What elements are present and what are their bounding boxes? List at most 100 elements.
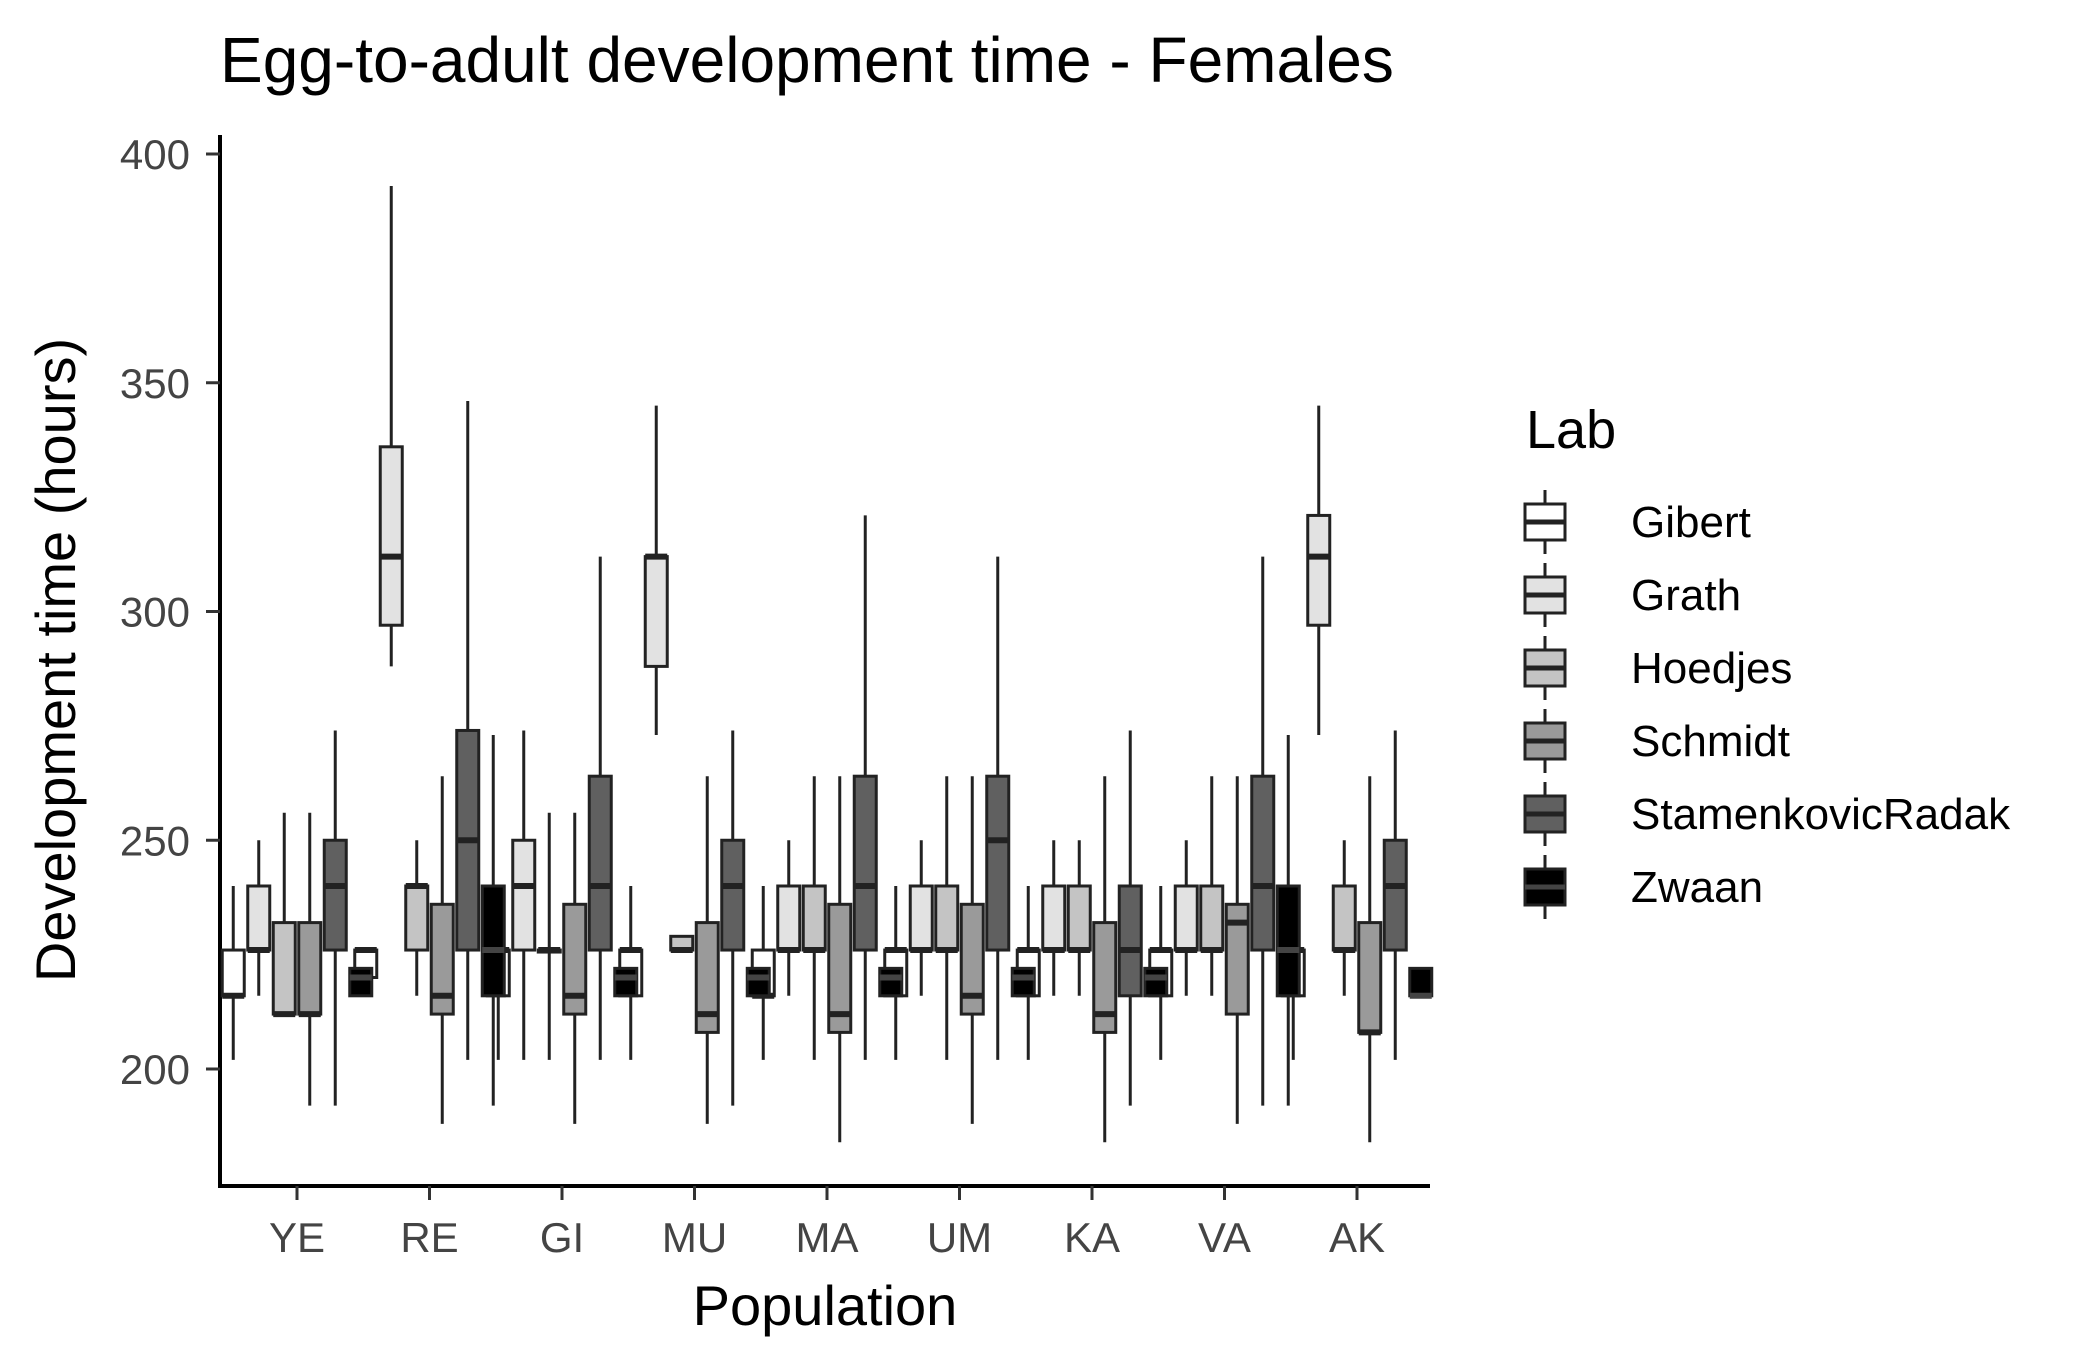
box-zwaan-re <box>480 735 506 1106</box>
box-schmidt-ka <box>1092 776 1118 1143</box>
y-tick-label: 350 <box>120 360 190 407</box>
box-iqr <box>562 902 588 1016</box>
box-schmidt-gi <box>562 812 588 1124</box>
box-grath-gi <box>511 730 537 1060</box>
box-iqr <box>827 902 853 1034</box>
legend: Lab Gibert Grath Hoedjes Schmidt Stamenkovic… <box>1523 400 2011 919</box>
legend-title: Lab <box>1526 400 1616 460</box>
box-hoedjes-re <box>404 840 430 996</box>
box-iqr <box>429 902 455 1016</box>
box-iqr <box>246 884 272 952</box>
box-schmidt-um <box>959 776 985 1124</box>
box-iqr <box>720 838 746 952</box>
box-iqr <box>745 966 771 998</box>
box-gibert-ye <box>220 886 246 1060</box>
box-schmidt-mu <box>694 776 720 1124</box>
box-grath-ka <box>1041 840 1067 996</box>
box-iqr <box>1143 966 1169 998</box>
box-iqr <box>1331 884 1357 952</box>
box-iqr <box>1250 774 1276 952</box>
box-iqr <box>348 966 374 998</box>
box-zwaan-mu <box>745 966 771 998</box>
y-tick-label: 250 <box>120 817 190 864</box>
box-hoedjes-ka <box>1066 840 1092 996</box>
plot-area: 200 250 300 350 400 YE RE GI MU MA UM KA VA AK <box>120 131 1434 1261</box>
box-iqr <box>1224 902 1250 1016</box>
x-tick-label: RE <box>400 1214 458 1261</box>
box-schmidt-va <box>1224 776 1250 1124</box>
box-iqr <box>908 884 934 952</box>
box-stamenkovicradak-ak <box>1382 730 1408 1060</box>
y-axis-title: Development time (hours) <box>24 338 87 982</box>
box-stamenkovicradak-ma <box>852 515 878 1060</box>
legend-item-hoedjes: Hoedjes <box>1523 636 1792 700</box>
legend-items: Gibert Grath Hoedjes Schmidt StamenkovicRada… <box>1523 490 2011 919</box>
box-zwaan-va <box>1275 735 1301 1106</box>
legend-label: Grath <box>1631 571 1741 620</box>
box-stamenkovicradak-re <box>455 401 481 1060</box>
legend-item-gibert: Gibert <box>1523 490 1751 554</box>
legend-label: Schmidt <box>1631 717 1790 766</box>
legend-label: Zwaan <box>1631 863 1763 912</box>
x-axis-title: Population <box>693 1274 958 1337</box>
box-iqr <box>511 838 537 952</box>
legend-item-zwaan: Zwaan <box>1523 855 1763 919</box>
box-iqr <box>801 884 827 952</box>
box-series <box>220 186 1434 1143</box>
box-iqr <box>378 445 404 627</box>
chart-title: Egg-to-adult development time - Females <box>220 24 1394 96</box>
x-tick-label: VA <box>1198 1214 1251 1261</box>
box-iqr <box>1408 966 1434 998</box>
box-schmidt-ye <box>297 812 323 1106</box>
box-grath-ma <box>776 840 802 996</box>
box-schmidt-ma <box>827 776 853 1143</box>
box-stamenkovicradak-mu <box>720 730 746 1106</box>
box-iqr <box>322 838 348 952</box>
box-iqr <box>934 884 960 952</box>
box-grath-va <box>1173 840 1199 996</box>
box-iqr <box>1092 921 1118 1034</box>
box-hoedjes-va <box>1199 776 1225 996</box>
legend-label: StamenkovicRadak <box>1631 790 2011 839</box>
box-grath-re <box>378 186 404 667</box>
y-tick-label: 400 <box>120 131 190 178</box>
box-iqr <box>1066 884 1092 952</box>
box-zwaan-gi <box>613 966 639 998</box>
x-tick-label: MA <box>796 1214 859 1261</box>
box-iqr <box>480 884 506 998</box>
box-stamenkovicradak-um <box>985 556 1011 1060</box>
box-iqr <box>587 774 613 952</box>
legend-label: Hoedjes <box>1631 644 1792 693</box>
legend-item-schmidt: Schmidt <box>1523 709 1790 773</box>
box-hoedjes-ak <box>1331 840 1357 996</box>
box-iqr <box>1382 838 1408 952</box>
box-zwaan-um <box>1010 966 1036 998</box>
box-iqr <box>959 902 985 1016</box>
x-axis-ticks: YE RE GI MU MA UM KA VA AK <box>269 1186 1385 1261</box>
box-hoedjes-ye <box>271 812 297 1018</box>
box-iqr <box>1357 921 1383 1034</box>
box-grath-ak <box>1306 405 1332 736</box>
box-hoedjes-mu <box>669 934 695 954</box>
box-iqr <box>643 555 669 668</box>
box-iqr <box>297 921 323 1016</box>
box-iqr <box>878 966 904 998</box>
box-iqr <box>1199 884 1225 952</box>
box-stamenkovicradak-gi <box>587 556 613 1060</box>
box-hoedjes-ma <box>801 776 827 1060</box>
y-tick-label: 200 <box>120 1046 190 1093</box>
box-iqr <box>1010 966 1036 998</box>
box-grath-ye <box>246 840 272 996</box>
box-schmidt-re <box>429 776 455 1124</box>
box-hoedjes-um <box>934 776 960 1060</box>
box-iqr <box>613 966 639 998</box>
box-iqr <box>985 774 1011 952</box>
box-hoedjes-gi <box>536 812 562 1060</box>
box-iqr <box>1173 884 1199 952</box>
box-stamenkovicradak-ye <box>322 730 348 1106</box>
box-schmidt-ak <box>1357 776 1383 1143</box>
box-zwaan-ak <box>1408 966 1434 999</box>
box-zwaan-ma <box>878 966 904 998</box>
legend-label: Gibert <box>1631 498 1751 547</box>
